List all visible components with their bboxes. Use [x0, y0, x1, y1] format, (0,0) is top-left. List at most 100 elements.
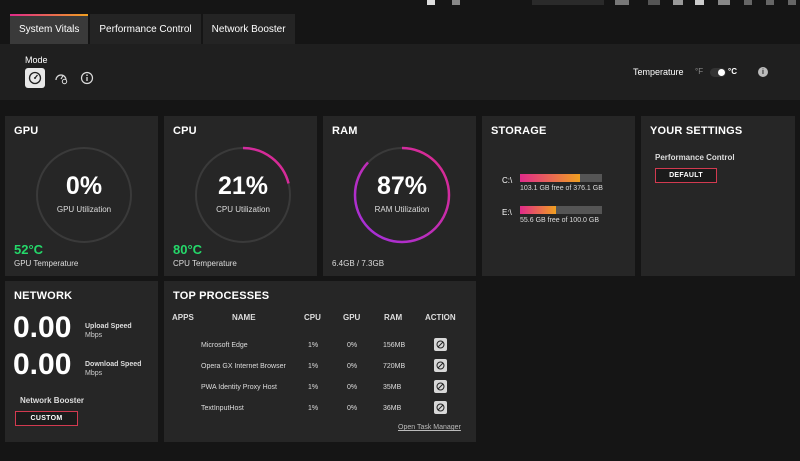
- process-name: Opera GX Internet Browser: [201, 363, 286, 370]
- table-row: TextInputHost 1% 0% 36MB: [164, 401, 476, 422]
- end-process-button[interactable]: [434, 338, 447, 351]
- download-speed-label: Download Speed Mbps: [85, 361, 142, 377]
- ram-utilization-value: 87%: [376, 172, 428, 200]
- drive-e-free-text: 55.6 GB free of 100.0 GB: [520, 217, 599, 224]
- tab-performance-control[interactable]: Performance Control: [90, 14, 201, 44]
- temperature-unit-toggle[interactable]: [710, 68, 726, 77]
- mode-label: Mode: [25, 55, 48, 65]
- process-cpu: 1%: [308, 363, 319, 370]
- storage-card: STORAGE C:\ 103.1 GB free of 376.1 GB E:…: [482, 116, 635, 276]
- process-name: TextInputHost: [201, 405, 244, 412]
- cpu-temperature-value: 80°C: [173, 242, 203, 257]
- speedometer-icon: [28, 71, 42, 85]
- gear-icon[interactable]: [695, 0, 704, 5]
- mode-speedometer-settings-button[interactable]: [51, 68, 71, 88]
- cpu-utilization-label: CPU Utilization: [216, 205, 270, 214]
- process-name: Microsoft Edge: [201, 342, 248, 349]
- settings-card: YOUR SETTINGS Performance Control DEFAUL…: [641, 116, 795, 276]
- cpu-title: CPU: [173, 125, 197, 137]
- cpu-card: CPU 21% CPU Utilization 80°C CPU Tempera…: [164, 116, 317, 276]
- end-process-button[interactable]: [434, 359, 447, 372]
- temperature-info-icon[interactable]: i: [758, 67, 768, 77]
- drive-c-bar[interactable]: [520, 174, 602, 182]
- maximize-icon[interactable]: [766, 0, 774, 5]
- open-task-manager-link[interactable]: Open Task Manager: [398, 424, 461, 431]
- bell-icon[interactable]: [673, 0, 683, 5]
- process-ram: 35MB: [383, 384, 402, 391]
- upload-speed-value: 0.00: [13, 311, 72, 344]
- block-icon: [436, 361, 445, 370]
- settings-subtitle: Performance Control: [655, 153, 735, 162]
- col-name: NAME: [232, 313, 256, 322]
- col-cpu: CPU: [304, 313, 321, 322]
- storage-title: STORAGE: [491, 125, 547, 137]
- col-gpu: GPU: [343, 313, 361, 322]
- network-card: NETWORK 0.00 Upload Speed Mbps 0.00 Down…: [5, 281, 158, 442]
- top-processes-card: TOP PROCESSES APPS NAME CPU GPU RAM ACTI…: [164, 281, 476, 442]
- ram-card: RAM 87% RAM Utilization 6.4GB / 7.3GB: [323, 116, 476, 276]
- gpu-title: GPU: [14, 125, 39, 137]
- process-ram: 720MB: [383, 363, 406, 370]
- process-cpu: 1%: [308, 384, 319, 391]
- info-icon: [80, 71, 94, 85]
- settings-title: YOUR SETTINGS: [650, 125, 743, 137]
- col-ram: RAM: [384, 313, 403, 322]
- unit-celsius[interactable]: °C: [728, 67, 737, 76]
- title-bar: [0, 0, 800, 10]
- ram-utilization-label: RAM Utilization: [374, 205, 430, 214]
- gpu-card: GPU 0% GPU Utilization 52°C GPU Temperat…: [5, 116, 158, 276]
- cpu-utilization-value: 21%: [217, 172, 269, 200]
- block-icon: [436, 403, 445, 412]
- cpu-temperature-label: CPU Temperature: [173, 259, 237, 268]
- layout-icon[interactable]: [452, 0, 460, 5]
- chat-icon[interactable]: [648, 0, 660, 5]
- bookmark-icon[interactable]: [615, 0, 629, 5]
- tab-system-vitals[interactable]: System Vitals: [10, 14, 89, 44]
- process-ram: 36MB: [383, 405, 402, 412]
- avatar[interactable]: [718, 0, 730, 5]
- tab-network-booster[interactable]: Network Booster: [202, 14, 295, 44]
- process-cpu: 1%: [308, 405, 319, 412]
- drive-e-bar[interactable]: [520, 206, 602, 214]
- upload-speed-label: Upload Speed Mbps: [85, 323, 132, 339]
- process-gpu: 0%: [347, 405, 358, 412]
- cpu-gauge: 21% CPU Utilization: [190, 142, 296, 248]
- end-process-button[interactable]: [434, 380, 447, 393]
- table-row: Microsoft Edge 1% 0% 156MB: [164, 338, 476, 359]
- default-button[interactable]: DEFAULT: [655, 168, 717, 183]
- process-gpu: 0%: [347, 342, 358, 349]
- download-speed-value: 0.00: [13, 348, 72, 381]
- network-title: NETWORK: [14, 290, 73, 302]
- mode-info-button[interactable]: [77, 68, 97, 88]
- network-booster-label: Network Booster: [20, 396, 85, 405]
- custom-button[interactable]: CUSTOM: [15, 411, 78, 426]
- unit-fahrenheit[interactable]: °F: [695, 67, 704, 76]
- drive-e-letter: E:\: [502, 208, 512, 217]
- block-icon: [436, 340, 445, 349]
- end-process-button[interactable]: [434, 401, 447, 414]
- table-row: Opera GX Internet Browser 1% 0% 720MB: [164, 359, 476, 380]
- processes-title: TOP PROCESSES: [173, 290, 270, 302]
- gpu-utilization-label: GPU Utilization: [56, 205, 112, 214]
- mode-speedometer-button[interactable]: [25, 68, 45, 88]
- drive-c-letter: C:\: [502, 176, 513, 185]
- process-ram: 156MB: [383, 342, 406, 349]
- ram-usage-text: 6.4GB / 7.3GB: [332, 259, 385, 268]
- gpu-temperature-value: 52°C: [14, 242, 44, 257]
- gpu-utilization-value: 0%: [65, 172, 103, 200]
- close-icon[interactable]: [788, 0, 796, 5]
- window-icon[interactable]: [427, 0, 435, 5]
- ram-title: RAM: [332, 125, 358, 137]
- process-name: PWA Identity Proxy Host: [201, 384, 277, 391]
- process-cpu: 1%: [308, 342, 319, 349]
- tab-bar: System Vitals Performance Control Networ…: [10, 14, 295, 44]
- drive-c-free-text: 103.1 GB free of 376.1 GB: [520, 185, 603, 192]
- minimize-icon[interactable]: [744, 0, 752, 5]
- block-icon: [436, 382, 445, 391]
- search-input[interactable]: [532, 0, 604, 5]
- process-gpu: 0%: [347, 363, 358, 370]
- mode-bar: Mode: [0, 44, 800, 100]
- gpu-temperature-label: GPU Temperature: [14, 259, 79, 268]
- gpu-gauge: 0% GPU Utilization: [31, 142, 137, 248]
- ram-gauge: 87% RAM Utilization: [349, 142, 455, 248]
